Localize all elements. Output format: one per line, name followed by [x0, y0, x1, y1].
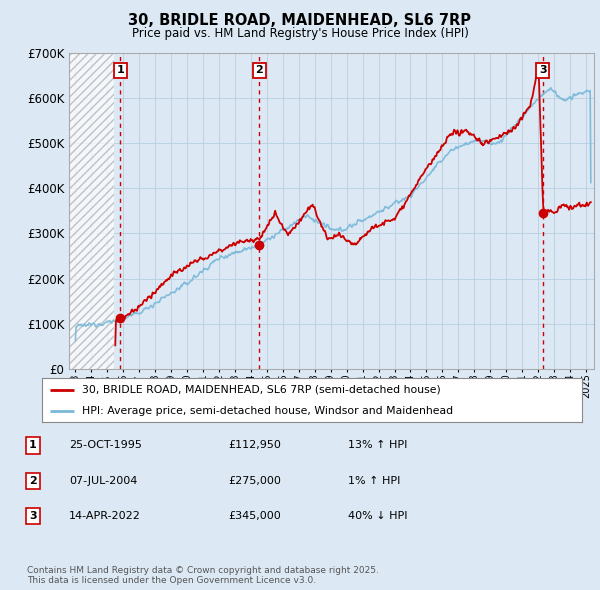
Text: HPI: Average price, semi-detached house, Windsor and Maidenhead: HPI: Average price, semi-detached house,… [83, 406, 454, 416]
Text: £345,000: £345,000 [228, 512, 281, 521]
Text: 1: 1 [116, 65, 124, 76]
Text: Contains HM Land Registry data © Crown copyright and database right 2025.
This d: Contains HM Land Registry data © Crown c… [27, 566, 379, 585]
Text: 3: 3 [539, 65, 547, 76]
Text: 25-OCT-1995: 25-OCT-1995 [69, 441, 142, 450]
Text: 14-APR-2022: 14-APR-2022 [69, 512, 141, 521]
Text: 3: 3 [29, 512, 37, 521]
Text: 07-JUL-2004: 07-JUL-2004 [69, 476, 137, 486]
Text: 13% ↑ HPI: 13% ↑ HPI [348, 441, 407, 450]
Text: 30, BRIDLE ROAD, MAIDENHEAD, SL6 7RP: 30, BRIDLE ROAD, MAIDENHEAD, SL6 7RP [128, 13, 472, 28]
Text: Price paid vs. HM Land Registry's House Price Index (HPI): Price paid vs. HM Land Registry's House … [131, 27, 469, 40]
Text: 30, BRIDLE ROAD, MAIDENHEAD, SL6 7RP (semi-detached house): 30, BRIDLE ROAD, MAIDENHEAD, SL6 7RP (se… [83, 385, 441, 395]
Text: £112,950: £112,950 [228, 441, 281, 450]
Text: 2: 2 [256, 65, 263, 76]
Text: £275,000: £275,000 [228, 476, 281, 486]
Text: 1: 1 [29, 441, 37, 450]
Text: 40% ↓ HPI: 40% ↓ HPI [348, 512, 407, 521]
Text: 1% ↑ HPI: 1% ↑ HPI [348, 476, 400, 486]
Text: 2: 2 [29, 476, 37, 486]
Bar [69, 53, 113, 369]
